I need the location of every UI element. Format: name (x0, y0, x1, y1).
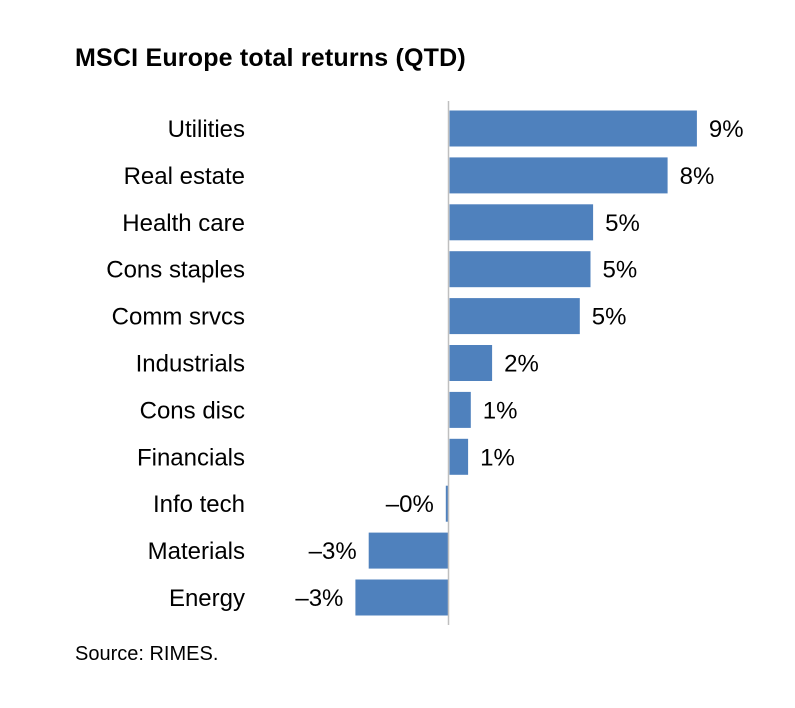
category-label: Industrials (136, 351, 245, 378)
value-label: –3% (309, 538, 357, 565)
bar (368, 532, 449, 569)
bar (449, 298, 580, 335)
category-label: Financials (137, 444, 245, 471)
value-label: –3% (295, 585, 343, 612)
value-label: 1% (483, 397, 518, 424)
bar (445, 485, 449, 522)
value-label: 5% (605, 210, 640, 237)
category-label: Utilities (168, 116, 245, 143)
category-label: Cons disc (140, 397, 245, 424)
category-label: Cons staples (106, 257, 245, 284)
bar (449, 110, 697, 147)
value-label: 1% (480, 444, 515, 471)
bar (449, 391, 471, 428)
category-label: Health care (122, 210, 245, 237)
labels-layer: Utilities 9% Real estate 8% Health care 5% Con… (106, 116, 743, 612)
bars-layer (355, 110, 697, 616)
value-label: 8% (680, 163, 715, 190)
bar (449, 204, 594, 241)
category-label: Materials (148, 538, 245, 565)
category-label: Energy (169, 585, 245, 612)
value-label: –0% (386, 491, 434, 518)
category-label: Comm srvcs (112, 304, 245, 331)
category-label: Info tech (153, 491, 245, 518)
value-label: 9% (709, 116, 744, 143)
category-label: Real estate (124, 163, 245, 190)
bar (449, 251, 591, 288)
chart-title: MSCI Europe total returns (QTD) (75, 44, 466, 72)
value-label: 5% (603, 257, 638, 284)
bar (449, 157, 668, 194)
bar (355, 579, 449, 616)
value-label: 5% (592, 304, 627, 331)
bar (449, 345, 493, 381)
bar (449, 438, 469, 475)
value-label: 2% (504, 351, 539, 378)
source-note: Source: RIMES. (75, 643, 219, 665)
